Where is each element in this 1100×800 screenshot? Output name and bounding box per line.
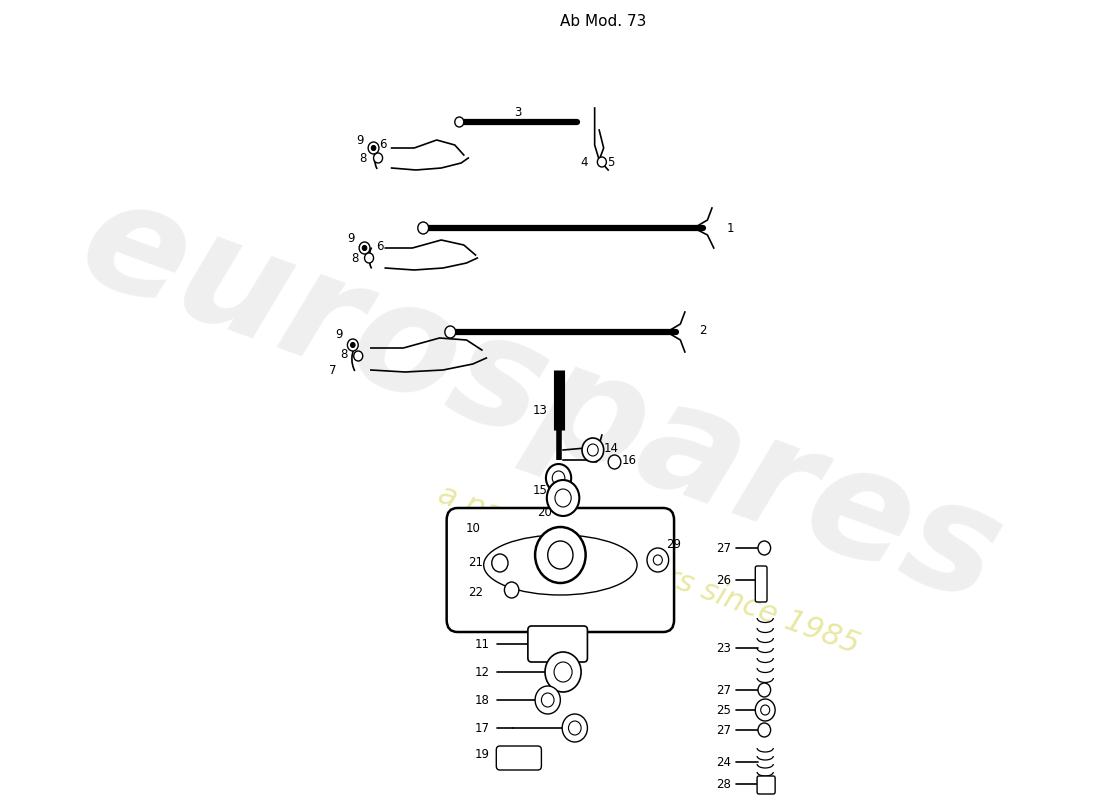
Circle shape bbox=[554, 662, 572, 682]
Text: 8: 8 bbox=[359, 151, 366, 165]
Text: 28: 28 bbox=[716, 778, 732, 790]
Text: 24: 24 bbox=[716, 755, 732, 769]
Text: 10: 10 bbox=[465, 522, 481, 534]
Circle shape bbox=[364, 253, 374, 263]
Circle shape bbox=[546, 464, 571, 492]
Text: 9: 9 bbox=[336, 329, 343, 342]
Text: 15: 15 bbox=[534, 483, 548, 497]
Circle shape bbox=[535, 527, 585, 583]
Text: 26: 26 bbox=[716, 574, 732, 586]
Text: 8: 8 bbox=[351, 251, 359, 265]
Circle shape bbox=[544, 652, 581, 692]
Text: 29: 29 bbox=[667, 538, 682, 551]
Text: 20: 20 bbox=[538, 506, 552, 518]
Text: 9: 9 bbox=[356, 134, 364, 146]
Text: 16: 16 bbox=[621, 454, 637, 466]
Circle shape bbox=[368, 142, 379, 154]
Circle shape bbox=[354, 351, 363, 361]
Circle shape bbox=[505, 582, 519, 598]
Circle shape bbox=[758, 683, 771, 697]
Circle shape bbox=[374, 153, 383, 163]
Text: eurospares: eurospares bbox=[62, 165, 1020, 635]
Text: 7: 7 bbox=[329, 363, 337, 377]
Text: 3: 3 bbox=[515, 106, 521, 118]
Text: 27: 27 bbox=[716, 723, 732, 737]
Circle shape bbox=[372, 146, 376, 150]
Text: 8: 8 bbox=[340, 349, 348, 362]
Circle shape bbox=[444, 326, 455, 338]
Circle shape bbox=[351, 342, 355, 347]
Text: 1: 1 bbox=[726, 222, 734, 234]
Ellipse shape bbox=[484, 535, 637, 595]
Circle shape bbox=[562, 714, 587, 742]
Circle shape bbox=[569, 721, 581, 735]
Text: 14: 14 bbox=[604, 442, 618, 454]
Text: 11: 11 bbox=[474, 638, 490, 650]
Text: 22: 22 bbox=[468, 586, 483, 598]
FancyBboxPatch shape bbox=[496, 746, 541, 770]
FancyBboxPatch shape bbox=[528, 626, 587, 662]
Circle shape bbox=[418, 222, 429, 234]
Text: 23: 23 bbox=[716, 642, 732, 654]
Circle shape bbox=[454, 117, 464, 127]
Text: 6: 6 bbox=[376, 241, 384, 254]
Text: 4: 4 bbox=[580, 155, 587, 169]
FancyBboxPatch shape bbox=[447, 508, 674, 632]
Circle shape bbox=[647, 548, 669, 572]
Circle shape bbox=[362, 246, 366, 250]
Circle shape bbox=[554, 489, 571, 507]
Text: 6: 6 bbox=[378, 138, 386, 151]
Circle shape bbox=[547, 480, 580, 516]
Circle shape bbox=[653, 555, 662, 565]
Text: 25: 25 bbox=[716, 703, 732, 717]
Text: 21: 21 bbox=[468, 555, 483, 569]
Text: 2: 2 bbox=[700, 323, 706, 337]
Text: 9: 9 bbox=[348, 231, 355, 245]
Circle shape bbox=[492, 554, 508, 572]
Text: 19: 19 bbox=[474, 749, 490, 762]
Text: 27: 27 bbox=[716, 683, 732, 697]
Text: 17: 17 bbox=[474, 722, 490, 734]
Circle shape bbox=[761, 705, 770, 715]
FancyBboxPatch shape bbox=[756, 566, 767, 602]
Text: 13: 13 bbox=[534, 403, 548, 417]
Circle shape bbox=[535, 686, 560, 714]
Circle shape bbox=[348, 339, 359, 351]
Circle shape bbox=[587, 444, 598, 456]
Text: 12: 12 bbox=[474, 666, 490, 678]
Circle shape bbox=[758, 723, 771, 737]
Text: 27: 27 bbox=[716, 542, 732, 554]
Circle shape bbox=[758, 541, 771, 555]
Circle shape bbox=[756, 699, 775, 721]
FancyBboxPatch shape bbox=[757, 776, 776, 794]
Text: a passion for cars since 1985: a passion for cars since 1985 bbox=[434, 480, 864, 660]
Circle shape bbox=[541, 693, 554, 707]
Text: 5: 5 bbox=[607, 155, 615, 169]
Circle shape bbox=[552, 471, 565, 485]
Circle shape bbox=[608, 455, 620, 469]
Circle shape bbox=[548, 541, 573, 569]
Text: 18: 18 bbox=[474, 694, 490, 706]
Circle shape bbox=[582, 438, 604, 462]
Text: Ab Mod. 73: Ab Mod. 73 bbox=[561, 14, 647, 30]
Circle shape bbox=[359, 242, 370, 254]
Circle shape bbox=[597, 157, 606, 167]
